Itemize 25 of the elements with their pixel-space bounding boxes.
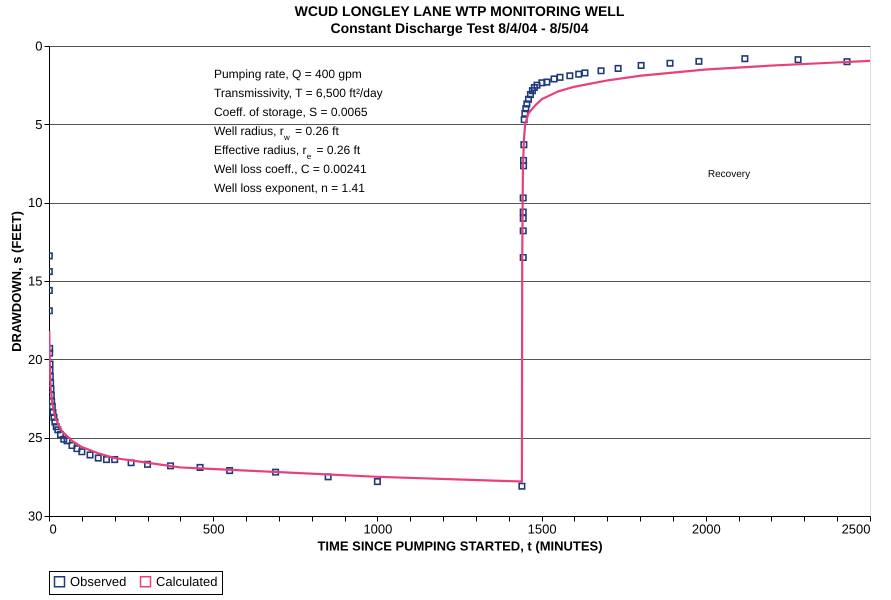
annotation: Transmissivity, T = 6,500 ft²/day bbox=[214, 86, 383, 100]
y-tick-label: 20 bbox=[28, 352, 42, 367]
x-tick-label: 500 bbox=[202, 522, 225, 536]
y-axis-title: DRAWDOWN, s (FEET) bbox=[9, 211, 24, 352]
y-tick-label: 5 bbox=[35, 116, 42, 132]
y-tick-label: 0 bbox=[35, 38, 42, 54]
annotation: Well loss coeff., C = 0.00241 bbox=[214, 162, 367, 176]
x-tick-label: 0 bbox=[50, 522, 57, 536]
legend-label: Calculated bbox=[156, 574, 218, 589]
annotation: Coeff. of storage, S = 0.0065 bbox=[214, 105, 368, 119]
x-axis-title: TIME SINCE PUMPING STARTED, t (MINUTES) bbox=[317, 538, 603, 554]
y-tick-label: 10 bbox=[28, 195, 42, 210]
y-tick-label: 30 bbox=[28, 508, 42, 524]
x-tick-label: 1000 bbox=[363, 522, 392, 536]
y-tick-label: 15 bbox=[28, 274, 42, 288]
annotation: Pumping rate, Q = 400 gpm bbox=[214, 67, 362, 81]
chart-subtitle: Constant Discharge Test 8/4/04 - 8/5/04 bbox=[330, 20, 589, 36]
legend-label: Observed bbox=[70, 574, 126, 589]
x-tick-label: 1500 bbox=[528, 522, 557, 536]
x-tick-label: 2000 bbox=[692, 522, 721, 536]
annotation: Well loss exponent, n = 1.41 bbox=[214, 181, 366, 195]
chart-title: WCUD LONGLEY LANE WTP MONITORING WELL bbox=[294, 3, 625, 19]
x-tick-label: 2500 bbox=[842, 522, 870, 536]
y-tick-label: 25 bbox=[28, 430, 42, 446]
annotation: Recovery bbox=[708, 169, 750, 180]
